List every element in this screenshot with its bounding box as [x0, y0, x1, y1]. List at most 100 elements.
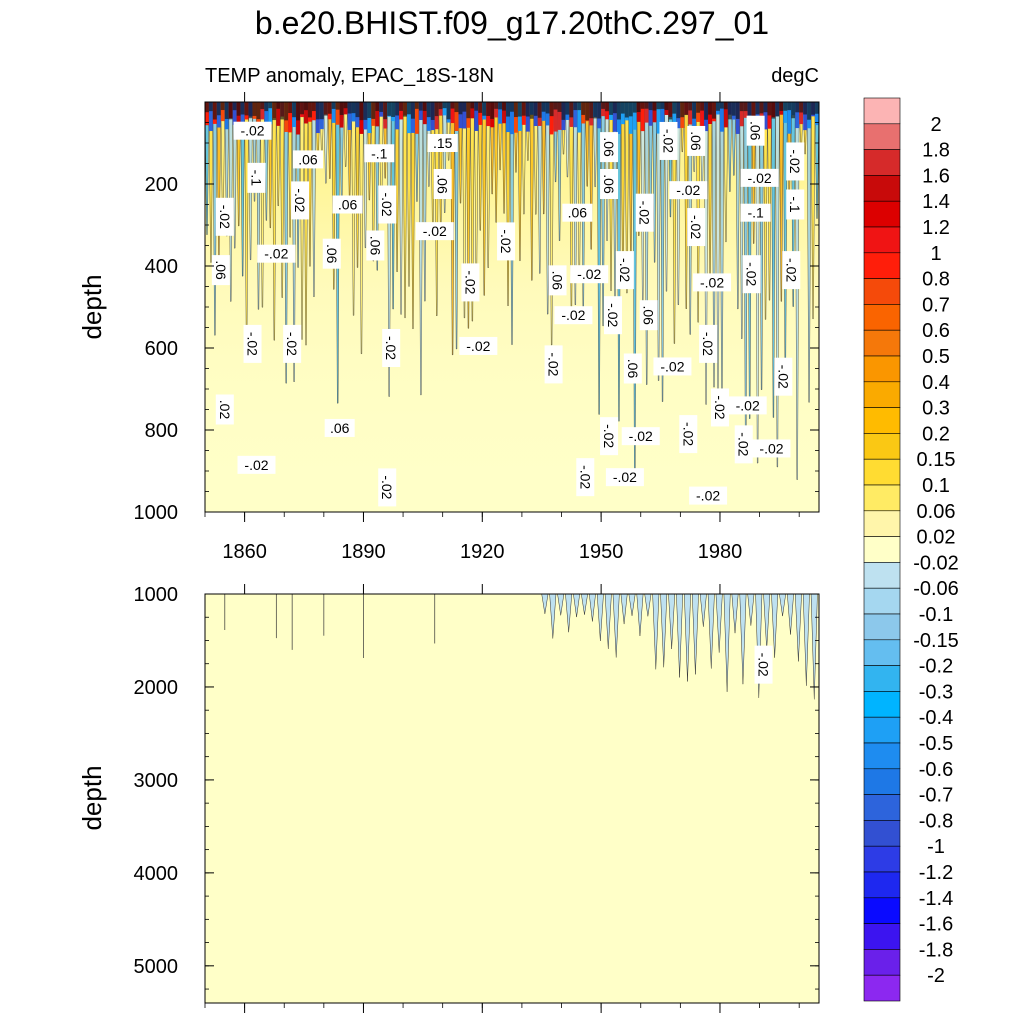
contour-dense-band [803, 102, 808, 115]
contour-label-box [740, 168, 779, 187]
colorbar-label: -2 [927, 965, 945, 987]
contour-label-box [639, 300, 658, 331]
deep-anomaly-spike [565, 594, 573, 633]
colorbar-label: 0.06 [917, 501, 956, 523]
contour-dense-band [620, 102, 625, 114]
surface-anomaly-cell [700, 102, 705, 129]
contour-label-box [615, 251, 634, 290]
contour-dense-band [307, 102, 312, 118]
deep-anomaly-spike [771, 594, 779, 658]
contour-label: -.02 [461, 263, 480, 302]
contour-dense-band [395, 102, 400, 116]
surface-anomaly-cell [407, 102, 411, 134]
colorbar-label: -0.8 [919, 810, 953, 832]
y-tick-label: 600 [145, 338, 178, 360]
contour-label-box [600, 132, 619, 163]
colorbar-swatch [863, 716, 901, 744]
contour-label: -.02 [554, 306, 593, 325]
colorbar-swatch [863, 820, 901, 847]
contour-dense-band [565, 102, 570, 115]
anomaly-streak [660, 102, 665, 402]
surface-anomaly-cell [276, 102, 281, 126]
contour-label: -.02 [291, 181, 310, 220]
contour-dense-band [391, 102, 396, 117]
contour-dense-band [264, 102, 269, 112]
surface-anomaly-cell [723, 102, 728, 128]
contour-label-text: -.02 [680, 422, 696, 446]
contour-label-text: -.02 [688, 215, 704, 239]
contour-label-box [710, 388, 729, 427]
deep-anomaly-spike [660, 594, 668, 668]
contour-dense-band [775, 102, 780, 117]
deep-anomaly-spike [739, 594, 747, 685]
surface-anomaly-cell [268, 102, 273, 125]
colorbar-label: 1.2 [922, 217, 950, 239]
contour-label-text: -.02 [617, 258, 633, 282]
colorbar-label: -1 [927, 836, 945, 858]
contour-dense-band [296, 102, 301, 121]
anomaly-streak [644, 102, 649, 385]
lower-panel-frame [204, 593, 820, 1004]
colorbar-label: -0.15 [913, 630, 959, 652]
colorbar-swatch [863, 794, 901, 821]
contour-label-text: -.02 [546, 352, 562, 376]
contour-dense-band [383, 102, 388, 120]
contour-dense-band [510, 102, 514, 112]
contour-dense-band [327, 102, 332, 114]
y-tick-label: 1000 [134, 584, 179, 606]
contour-dense-band [569, 102, 574, 118]
anomaly-streak [359, 102, 364, 354]
contour-label-box [728, 396, 767, 415]
chart-title: b.e20.BHIST.f09_g17.20thC.297_01 [255, 5, 769, 41]
contour-label-text: .06 [641, 305, 657, 325]
anomaly-streak [371, 102, 376, 262]
surface-anomaly-cell [573, 102, 578, 128]
contour-label-text: -.1 [371, 145, 388, 161]
contour-label-text: -.02 [736, 397, 760, 413]
contour-dense-band [553, 102, 558, 110]
contour-dense-band [375, 102, 380, 111]
contour-dense-band [549, 102, 554, 117]
contour-label-box [740, 203, 771, 222]
surface-anomaly-cell [557, 102, 562, 130]
colorbar-swatch [863, 974, 901, 1002]
contour-label: -.02 [699, 324, 718, 363]
contour-label: .06 [366, 230, 385, 261]
contour-dense-band [426, 102, 431, 118]
contour-label-box [233, 121, 272, 140]
contour-dense-band [628, 102, 633, 117]
x-tick-label: 1860 [222, 541, 267, 563]
deep-anomaly-spike [644, 594, 652, 617]
contour-label-box [699, 324, 718, 363]
contour-dense-band [755, 102, 760, 115]
anomaly-streak [256, 102, 261, 310]
anomaly-streak [406, 102, 412, 287]
contour-dense-band [597, 102, 602, 119]
anomaly-streak [410, 102, 416, 329]
contour-dense-band [537, 102, 542, 118]
contour-label-box [415, 222, 454, 241]
contour-label-text: .06 [568, 205, 588, 221]
colorbar-swatch [863, 252, 901, 279]
deep-anomaly-spike [604, 594, 612, 650]
anomaly-streak [779, 102, 784, 302]
contour-dense-band [359, 102, 364, 121]
anomaly-streak [323, 102, 329, 184]
contour-dense-band [589, 102, 594, 119]
contour-label-text: .06 [338, 197, 358, 213]
colorbar-swatch [863, 768, 901, 795]
contour-label-box [689, 486, 728, 505]
surface-anomaly-cell [260, 102, 265, 120]
contour-label: .06 [639, 300, 658, 331]
contour-label-box [604, 296, 623, 335]
colorbar-swatch [863, 562, 901, 589]
anomaly-streak [454, 102, 459, 350]
contour-dense-band [232, 102, 237, 111]
contour-dense-band [771, 102, 776, 119]
surface-anomaly-cell [375, 102, 380, 127]
colorbar-label: -0.7 [919, 785, 953, 807]
contour-dense-band [545, 102, 550, 114]
deep-anomaly-spike [541, 594, 549, 614]
contour-dense-band [799, 102, 804, 113]
